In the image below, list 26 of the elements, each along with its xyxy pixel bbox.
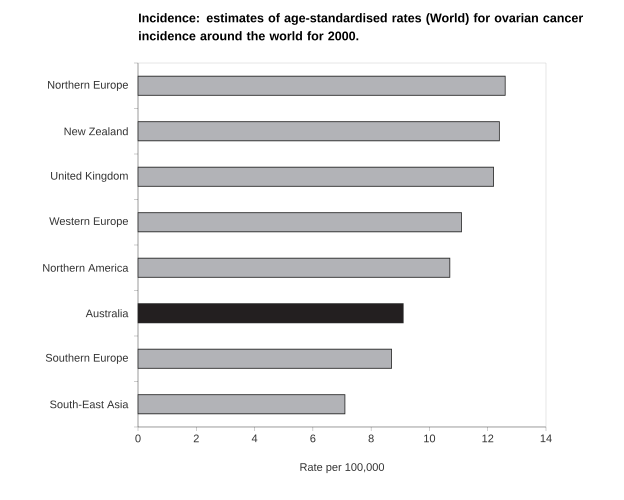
chart-title: Incidence: estimates of age-standardised rates (World) for ovarian cancer incidence around the world for 2000. <box>139 13 584 40</box>
x-tick-label: 6 <box>310 434 316 442</box>
y-tick-label: United Kingdom <box>51 172 128 182</box>
y-tick-label: New Zealand <box>64 127 128 136</box>
bar <box>138 303 404 324</box>
x-tick-label: 14 <box>540 434 552 442</box>
x-tick-label: 4 <box>252 434 258 442</box>
y-tick-label: Australia <box>86 309 128 318</box>
bar <box>138 212 462 232</box>
bar <box>138 394 346 414</box>
bar <box>138 166 494 187</box>
x-axis-title: Rate per 100,000 <box>300 463 384 474</box>
x-tick-label: 2 <box>194 434 199 442</box>
bar <box>138 121 500 142</box>
x-tick-label: 10 <box>424 434 436 442</box>
x-tick-label: 12 <box>482 434 494 442</box>
bar <box>138 258 450 278</box>
y-tick-label: South-East Asia <box>50 400 128 408</box>
bar <box>138 348 392 369</box>
x-tick-label: 8 <box>368 434 374 442</box>
bar <box>138 76 506 96</box>
y-tick-label: Northern Europe <box>48 80 128 91</box>
y-tick-label: Northern America <box>43 264 128 272</box>
x-tick-label: 0 <box>135 434 141 442</box>
y-tick-label: Western Europe <box>49 217 128 228</box>
y-tick-label: Southern Europe <box>46 354 128 364</box>
